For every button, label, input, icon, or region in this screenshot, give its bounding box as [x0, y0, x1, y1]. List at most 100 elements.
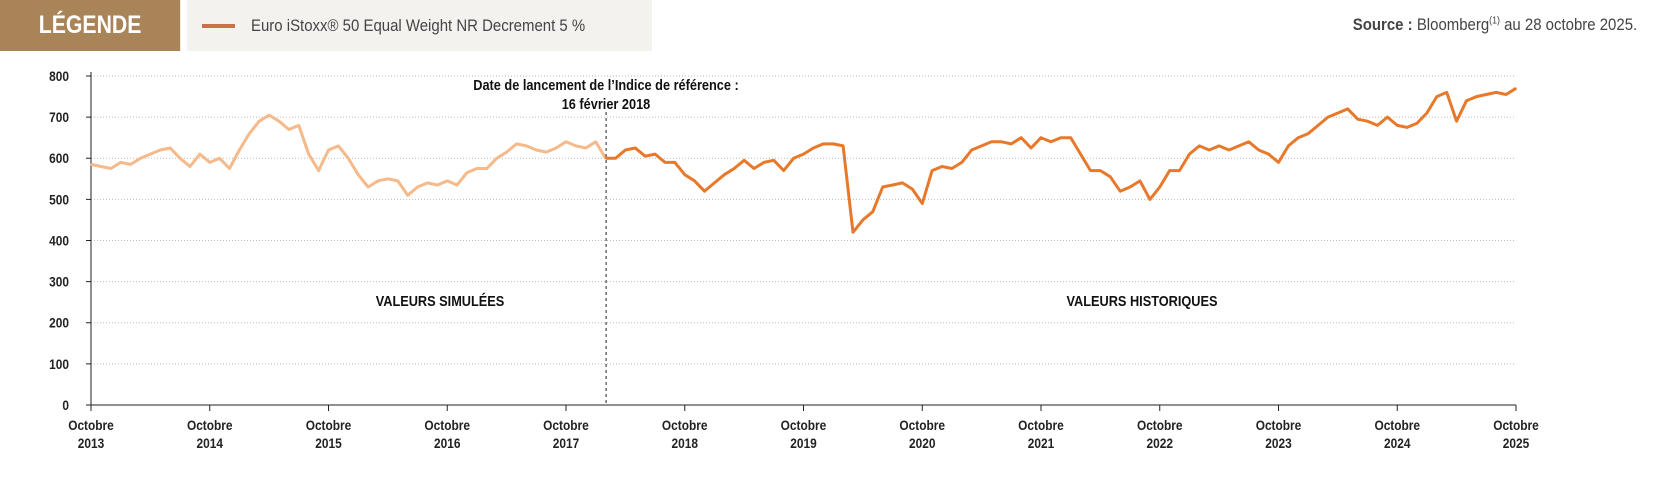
data-point [1059, 136, 1062, 139]
x-tick-label: 2014 [197, 435, 224, 451]
x-tick-label: Octobre [1374, 417, 1420, 433]
data-point [1188, 153, 1191, 155]
data-point [446, 180, 449, 182]
y-tick-label: 500 [49, 191, 69, 207]
data-point [109, 167, 112, 170]
data-point [139, 157, 142, 160]
y-tick-label: 100 [49, 356, 69, 372]
data-point [495, 157, 498, 160]
data-point [812, 147, 815, 149]
source-footnote: (1) [1488, 15, 1500, 27]
data-point [654, 153, 656, 155]
data-point [951, 167, 953, 170]
data-point [575, 145, 577, 147]
data-point [515, 143, 518, 145]
x-tick-label: Octobre [662, 417, 708, 433]
x-tick-label: Octobre [1137, 417, 1183, 433]
data-point [278, 120, 280, 123]
data-point [703, 190, 706, 192]
x-tick-label: Octobre [306, 417, 352, 433]
data-point [1346, 108, 1349, 110]
data-point [1485, 93, 1488, 96]
source-note: Source : Bloomberg(1) au 28 octobre 2025… [1353, 15, 1637, 35]
data-point [1317, 124, 1319, 127]
data-point [357, 173, 359, 176]
data-point [327, 149, 330, 151]
data-point [169, 147, 171, 149]
data-point [436, 184, 439, 186]
data-point [189, 165, 191, 168]
data-point [1168, 169, 1171, 172]
x-tick-label: Octobre [1493, 417, 1539, 433]
data-point [1475, 95, 1478, 98]
data-point [911, 188, 914, 190]
data-point [1406, 126, 1408, 129]
data-point [802, 153, 805, 155]
data-point [307, 153, 310, 155]
data-point [634, 147, 637, 149]
data-point [426, 182, 429, 184]
data-point [1515, 87, 1517, 90]
data-point [1356, 118, 1359, 120]
y-tick-label: 700 [49, 109, 69, 125]
data-point [1079, 153, 1082, 155]
data-point [406, 194, 409, 197]
data-point [980, 145, 983, 147]
data-point [1327, 116, 1329, 118]
data-point [891, 184, 894, 186]
data-point [337, 145, 340, 147]
data-point [129, 163, 132, 166]
data-point [1129, 186, 1131, 188]
x-tick-label: 2023 [1265, 435, 1291, 451]
data-point [466, 171, 468, 174]
data-point [1248, 141, 1250, 143]
data-point [218, 157, 221, 160]
data-point [535, 149, 538, 151]
data-point [1020, 136, 1023, 139]
data-point [347, 157, 350, 160]
data-point [931, 169, 933, 172]
legend-label: Euro iStoxx® 50 Equal Weight NR Decremen… [251, 15, 586, 35]
data-point [862, 219, 864, 221]
data-point [713, 182, 716, 184]
data-point [476, 167, 478, 170]
data-point [288, 128, 290, 131]
data-point [961, 161, 963, 164]
data-point [1030, 147, 1032, 149]
data-point [258, 120, 261, 123]
data-point [456, 184, 458, 186]
x-tick-label: Octobre [543, 417, 589, 433]
data-point [614, 157, 617, 160]
data-point [1426, 112, 1428, 114]
data-point [1267, 153, 1270, 155]
data-point [1000, 141, 1003, 143]
data-point [90, 163, 92, 166]
source-text: Bloomberg [1416, 15, 1489, 34]
data-point [1208, 149, 1211, 151]
data-point [179, 157, 181, 160]
data-point [792, 157, 795, 160]
data-point [1089, 169, 1092, 172]
x-tick-label: 2016 [434, 435, 460, 451]
data-point [1376, 124, 1379, 127]
y-tick-label: 600 [49, 150, 69, 166]
data-point [1465, 99, 1468, 102]
data-point [970, 149, 973, 151]
x-tick-label: Octobre [1256, 417, 1302, 433]
data-point [852, 231, 854, 234]
data-point [773, 159, 775, 162]
data-point [159, 149, 162, 151]
data-point [1416, 122, 1418, 125]
data-point [387, 178, 389, 180]
data-point [238, 149, 241, 151]
source-date: au 28 octobre 2025. [1499, 15, 1637, 34]
data-point [1050, 141, 1052, 143]
data-point [1198, 145, 1201, 147]
x-tick-label: Octobre [68, 417, 114, 433]
data-point [842, 145, 844, 147]
x-tick-label: 2021 [1028, 435, 1054, 451]
data-point [1445, 91, 1448, 94]
data-point [1436, 95, 1438, 98]
x-tick-label: Octobre [424, 417, 470, 433]
data-point [317, 169, 320, 172]
